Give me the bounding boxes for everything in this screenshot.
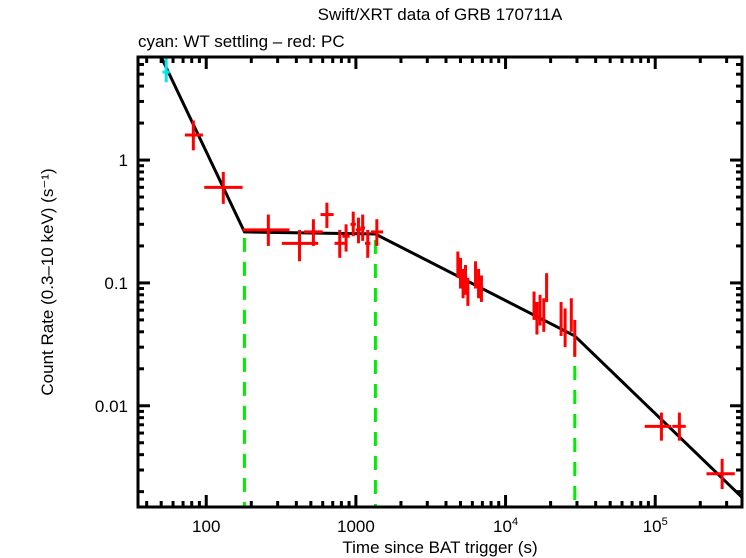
tick-labels: 100 1000 104 105 1 0.1 0.01 [95, 151, 668, 536]
pc-data-point [464, 264, 468, 295]
x-tick-label: 100 [192, 517, 220, 536]
y-tick-label: 1 [119, 151, 128, 170]
pc-data-point [461, 268, 465, 299]
pc-data-point [569, 298, 573, 332]
pc-data-point [559, 301, 563, 336]
y-tick-label: 0.1 [104, 274, 128, 293]
plot-frame [136, 55, 744, 509]
pc-data-point [477, 268, 481, 299]
pc-data-point [706, 458, 735, 490]
pc-data-point [184, 120, 203, 151]
pc-data-point [320, 202, 334, 228]
x-tick-label-exponent: 4 [512, 516, 518, 528]
wt-data-point [162, 57, 170, 83]
pc-data-point [672, 412, 686, 441]
pc-data-point [456, 251, 460, 278]
y-axis-label: Count Rate (0.3–10 keV) (s⁻¹) [38, 168, 57, 395]
chart-subtitle: cyan: WT settling – red: PC [138, 32, 345, 51]
pc-data-point [479, 275, 483, 302]
data-points [162, 57, 735, 490]
x-axis-label: Time since BAT trigger (s) [342, 538, 537, 557]
axis-ticks [138, 57, 742, 507]
chart-title: Swift/XRT data of GRB 170711A [318, 5, 563, 24]
pc-data-point [334, 229, 346, 258]
pc-data-point [364, 229, 371, 258]
y-tick-label: 0.01 [95, 397, 128, 416]
break-lines [242, 237, 577, 507]
pc-data-point [459, 257, 463, 289]
model-fit-line [159, 56, 744, 499]
pc-data-point [204, 171, 243, 204]
pc-data-point [538, 294, 542, 326]
x-tick-label: 105 [643, 516, 668, 536]
pc-data-point [242, 214, 290, 246]
pc-data-point [535, 301, 539, 335]
pc-data-point [542, 298, 546, 332]
pc-data-point [563, 308, 567, 348]
pc-data-point [342, 224, 350, 252]
pc-data-point [573, 319, 577, 357]
pc-data-point [466, 277, 470, 306]
pc-data-point [370, 219, 384, 246]
pc-data-point [355, 217, 361, 244]
x-tick-label: 104 [493, 516, 518, 536]
pc-data-point [532, 291, 536, 320]
x-tick-label: 1000 [337, 517, 375, 536]
pc-data-point [303, 219, 323, 246]
pc-data-point [474, 261, 478, 289]
pc-data-point [644, 412, 672, 441]
pc-data-point [360, 214, 365, 241]
model-fit [159, 56, 744, 499]
pc-data-point [545, 273, 549, 302]
pc-data-point [350, 211, 356, 237]
x-tick-label-exponent: 5 [662, 516, 668, 528]
